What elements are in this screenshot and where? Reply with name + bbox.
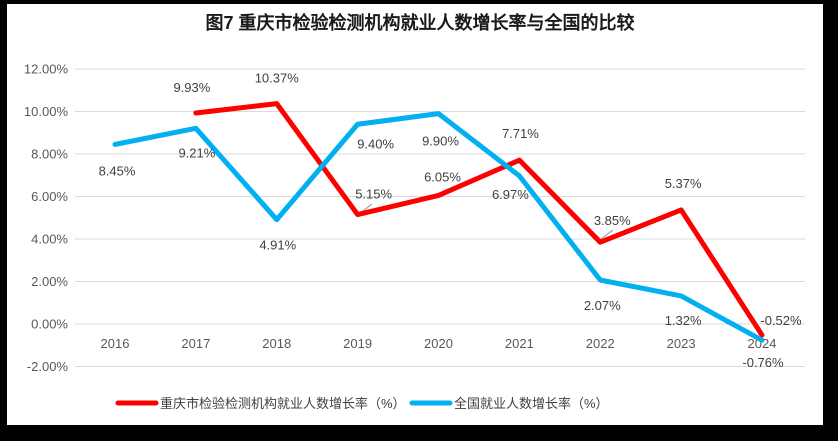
legend-label: 重庆市检验检测机构就业人数增长率（%）: [160, 396, 406, 411]
x-tick-label: 2018: [262, 336, 291, 351]
data-label: 3.85%: [594, 213, 631, 228]
data-label: 1.32%: [665, 313, 702, 328]
x-tick-label: 2019: [343, 336, 372, 351]
data-label: 6.05%: [424, 169, 461, 184]
x-axis-labels: 2016 2017 2018 2019 2020 2021 2022 2023 2024: [101, 336, 777, 351]
series-line: [112, 111, 765, 343]
x-tick-label: 2022: [586, 336, 615, 351]
data-label: 2.07%: [584, 298, 621, 313]
y-tick-label: 0.00%: [31, 317, 68, 332]
x-tick-label: 2016: [101, 336, 130, 351]
data-label: 4.91%: [259, 238, 296, 253]
data-label: 10.37%: [255, 71, 300, 86]
y-tick-label: 6.00%: [31, 189, 68, 204]
y-tick-label: 8.00%: [31, 147, 68, 162]
data-label: 8.45%: [99, 163, 136, 178]
data-label: 5.37%: [665, 176, 702, 191]
chart-title: 图7 重庆市检验检测机构就业人数增长率与全国的比较: [205, 12, 634, 33]
data-label: 9.90%: [422, 134, 459, 149]
data-label: -0.76%: [742, 355, 784, 370]
x-tick-label: 2024: [748, 336, 777, 351]
legend-label: 全国就业人数增长率（%）: [454, 396, 609, 411]
x-tick-label: 2017: [181, 336, 210, 351]
y-tick-label: 12.00%: [24, 62, 69, 77]
data-labels: 9.93% 10.37% 5.15% 6.05% 7.71% 3.85% 5.37% -0.5…: [99, 71, 802, 371]
data-label: 5.15%: [355, 187, 392, 202]
y-tick-label: 4.00%: [31, 232, 68, 247]
data-label: 9.93%: [173, 80, 210, 95]
data-label: -0.52%: [760, 313, 802, 328]
label-leader-line: [600, 229, 614, 240]
y-tick-label: -2.00%: [27, 359, 69, 374]
data-label: 9.40%: [357, 136, 394, 151]
x-tick-label: 2020: [424, 336, 453, 351]
x-tick-label: 2023: [667, 336, 696, 351]
y-tick-label: 2.00%: [31, 274, 68, 289]
series-lines: [112, 101, 765, 343]
y-tick-label: 10.00%: [24, 104, 69, 119]
data-label: 7.71%: [502, 126, 539, 141]
data-label: 6.97%: [492, 187, 529, 202]
series-line: [193, 101, 765, 338]
chart-background: [7, 4, 823, 425]
data-label: 9.21%: [178, 145, 215, 160]
legend: 重庆市检验检测机构就业人数增长率（%） 全国就业人数增长率（%）: [115, 396, 609, 411]
y-axis-labels: 12.00% 10.00% 8.00% 6.00% 4.00% 2.00% 0.00% -2.…: [24, 62, 69, 375]
x-tick-label: 2021: [505, 336, 534, 351]
